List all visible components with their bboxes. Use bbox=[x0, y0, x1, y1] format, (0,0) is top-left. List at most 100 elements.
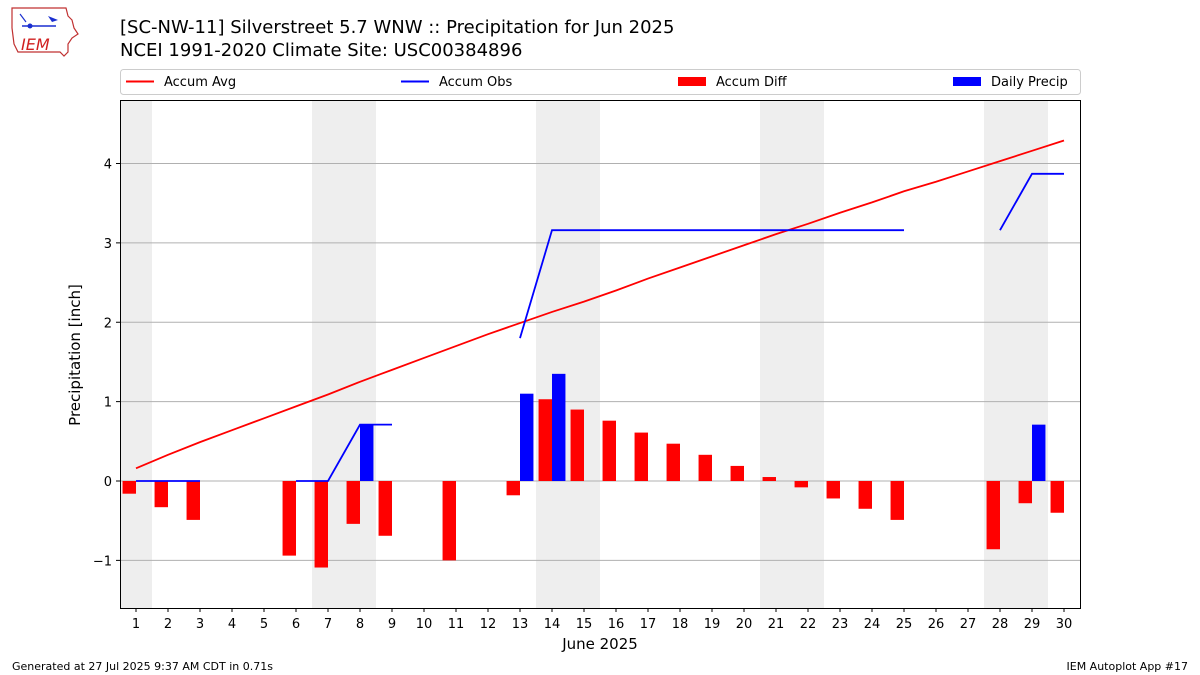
weekend-shade-22 bbox=[792, 100, 824, 608]
plot-frame bbox=[120, 100, 1081, 609]
x-tick-label: 26 bbox=[928, 617, 945, 632]
legend-box bbox=[120, 69, 1081, 95]
accum-diff-bar bbox=[378, 481, 392, 536]
accum-diff-bar bbox=[154, 481, 168, 508]
x-tick-label: 25 bbox=[896, 617, 913, 632]
weekend-shading bbox=[120, 100, 1048, 608]
accum-obs-line bbox=[999, 172, 1064, 231]
legend-label: Daily Precip bbox=[991, 75, 1068, 90]
y-tick-label: −1 bbox=[93, 554, 112, 569]
accum-diff-bar bbox=[122, 481, 136, 494]
daily-precip-bar bbox=[552, 373, 566, 481]
x-axis-ticks: 1 2 3 4 5 6 7 8 9 10 11 12 13 14 15 16 17 18 19 20 21 22 23 24 2… bbox=[132, 608, 1072, 632]
weekend-shade-1 bbox=[120, 100, 152, 608]
x-axis-label: June 2025 bbox=[561, 635, 638, 653]
x-tick-label: 28 bbox=[992, 617, 1009, 632]
x-tick-label: 16 bbox=[608, 617, 625, 632]
x-tick-label: 9 bbox=[388, 617, 396, 632]
x-tick-label: 2 bbox=[164, 617, 172, 632]
accum-diff-bar bbox=[314, 481, 328, 568]
chart-title: [SC-NW-11] Silverstreet 5.7 WNW :: Preci… bbox=[120, 17, 675, 38]
legend-label: Accum Avg bbox=[164, 75, 236, 90]
legend-swatch bbox=[953, 77, 981, 86]
accum-diff-bar bbox=[794, 481, 808, 488]
x-tick-label: 17 bbox=[640, 617, 657, 632]
accum-diff-bar bbox=[602, 420, 616, 481]
legend-label: Accum Obs bbox=[439, 75, 512, 90]
x-tick-label: 14 bbox=[544, 617, 561, 632]
accum-diff-bar bbox=[666, 443, 680, 481]
x-tick-label: 21 bbox=[768, 617, 785, 632]
bars bbox=[122, 373, 1064, 568]
x-tick-label: 3 bbox=[196, 617, 204, 632]
y-axis-ticks: −1 0 1 2 3 4 bbox=[93, 158, 120, 569]
iem-logo: IEM bbox=[11, 7, 79, 57]
accum-diff-bar bbox=[346, 481, 360, 524]
weekend-shade-14 bbox=[536, 100, 568, 608]
accum-diff-bar bbox=[730, 465, 744, 481]
iem-logo-text: IEM bbox=[21, 35, 50, 54]
x-tick-label: 27 bbox=[960, 617, 977, 632]
state-outline-shape bbox=[11, 7, 79, 57]
x-tick-label: 23 bbox=[832, 617, 849, 632]
x-tick-label: 24 bbox=[864, 617, 881, 632]
x-tick-label: 29 bbox=[1024, 617, 1041, 632]
weekend-shade-15 bbox=[568, 100, 600, 608]
x-tick-label: 19 bbox=[704, 617, 721, 632]
y-tick-label: 0 bbox=[104, 475, 112, 490]
weekend-shade-29 bbox=[1016, 100, 1048, 608]
y-axis-label: Precipitation [inch] bbox=[66, 284, 84, 426]
daily-precip-bar bbox=[1032, 424, 1046, 481]
legend-label: Accum Diff bbox=[716, 75, 788, 90]
x-tick-label: 5 bbox=[260, 617, 268, 632]
x-tick-label: 4 bbox=[228, 617, 236, 632]
accum-diff-bar bbox=[506, 481, 520, 496]
accum-obs-line bbox=[519, 229, 904, 339]
x-tick-label: 1 bbox=[132, 617, 140, 632]
accum-diff-bar bbox=[442, 481, 456, 561]
accum-diff-bar bbox=[282, 481, 296, 556]
x-tick-label: 10 bbox=[416, 617, 433, 632]
legend: Accum Avg Accum Obs Accum Diff Daily Precip bbox=[120, 69, 1081, 95]
x-tick-label: 12 bbox=[480, 617, 497, 632]
accum-obs-line bbox=[296, 423, 392, 482]
accum-diff-bar bbox=[698, 454, 712, 481]
weekend-shade-8 bbox=[344, 100, 376, 608]
weekend-shade-21 bbox=[760, 100, 792, 608]
x-tick-label: 15 bbox=[576, 617, 593, 632]
accum-diff-bar bbox=[570, 409, 584, 481]
lines bbox=[135, 139, 1065, 482]
x-tick-label: 13 bbox=[512, 617, 529, 632]
legend-swatch bbox=[678, 77, 706, 86]
x-tick-label: 30 bbox=[1056, 617, 1073, 632]
accum-diff-bar bbox=[762, 477, 776, 481]
accum-diff-bar bbox=[986, 481, 1000, 550]
accum-diff-bar bbox=[826, 481, 840, 499]
x-tick-label: 11 bbox=[448, 617, 465, 632]
y-gridlines bbox=[120, 163, 1080, 561]
y-tick-label: 3 bbox=[104, 237, 112, 252]
x-tick-label: 8 bbox=[356, 617, 364, 632]
x-tick-label: 18 bbox=[672, 617, 689, 632]
y-tick-label: 4 bbox=[104, 158, 112, 173]
x-tick-label: 22 bbox=[800, 617, 817, 632]
accum-avg-line bbox=[135, 139, 1065, 470]
x-tick-label: 20 bbox=[736, 617, 753, 632]
accum-diff-bar bbox=[634, 432, 648, 481]
y-tick-label: 1 bbox=[104, 396, 112, 411]
accum-diff-bar bbox=[538, 399, 552, 481]
x-tick-label: 6 bbox=[292, 617, 300, 632]
app-credit: IEM Autoplot App #17 bbox=[1066, 660, 1189, 673]
daily-precip-bar bbox=[360, 424, 374, 481]
chart-subtitle: NCEI 1991-2020 Climate Site: USC00384896 bbox=[120, 40, 523, 61]
accum-diff-bar bbox=[186, 481, 200, 520]
accum-diff-bar bbox=[890, 481, 904, 520]
accum-diff-bar bbox=[1018, 481, 1032, 504]
accum-diff-bar bbox=[858, 481, 872, 509]
accum-diff-bar bbox=[1050, 481, 1064, 513]
x-tick-label: 7 bbox=[324, 617, 332, 632]
y-tick-label: 2 bbox=[104, 316, 112, 331]
daily-precip-bar bbox=[520, 393, 534, 481]
generated-timestamp: Generated at 27 Jul 2025 9:37 AM CDT in … bbox=[12, 660, 273, 673]
